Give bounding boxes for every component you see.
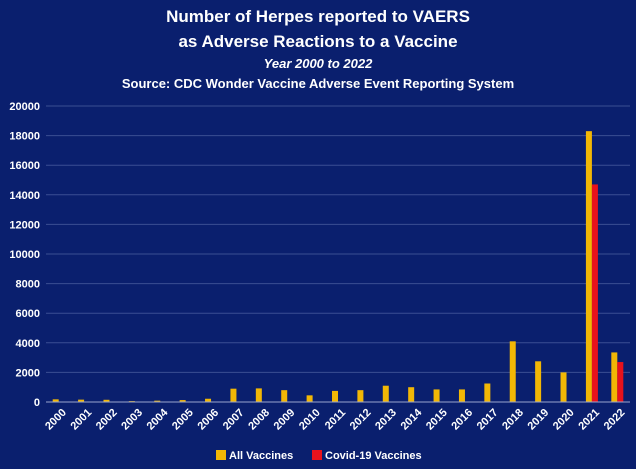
x-tick-label: 2022 (602, 407, 628, 433)
bar-all-vaccines-2006 (205, 398, 212, 402)
bar-all-vaccines-2018 (509, 341, 516, 402)
bar-all-vaccines-2010 (306, 395, 313, 402)
x-tick-label: 2003 (119, 407, 145, 433)
y-tick-label: 0 (34, 397, 40, 409)
legend-swatch-all-vaccines (216, 450, 226, 460)
bar-all-vaccines-2005 (179, 400, 186, 402)
legend-label-all-vaccines: All Vaccines (229, 450, 293, 462)
x-tick-label: 2013 (373, 407, 399, 433)
bar-all-vaccines-2004 (154, 400, 161, 402)
bar-all-vaccines-2012 (357, 390, 364, 402)
legend: All Vaccines Covid-19 Vaccines (216, 450, 422, 462)
bar-all-vaccines-2022 (611, 352, 618, 402)
x-tick-label: 2006 (195, 407, 221, 433)
bar-all-vaccines-2002 (103, 399, 110, 402)
y-tick-label: 18000 (9, 131, 40, 143)
x-tick-label: 2020 (551, 407, 577, 433)
x-tick-label: 2014 (399, 406, 425, 432)
x-tick-label: 2000 (43, 407, 69, 433)
bar-covid-19-vaccines-2021 (591, 184, 598, 402)
x-tick-label: 2010 (297, 407, 323, 433)
y-tick-label: 10000 (9, 249, 40, 261)
bar-covid-19-vaccines-2022 (617, 362, 624, 402)
bar-all-vaccines-2015 (433, 389, 440, 402)
chart-title-line1: Number of Herpes reported to VAERS (166, 7, 470, 26)
bar-all-vaccines-2017 (484, 383, 491, 402)
x-tick-label: 2017 (475, 407, 501, 433)
bars (52, 131, 624, 402)
y-tick-label: 16000 (9, 160, 40, 172)
x-tick-label: 2015 (424, 407, 450, 433)
bar-all-vaccines-2007 (230, 388, 237, 402)
y-tick-label: 12000 (9, 219, 40, 231)
bar-all-vaccines-2001 (78, 399, 85, 402)
bar-all-vaccines-2014 (408, 387, 415, 402)
y-tick-label: 6000 (16, 308, 40, 320)
chart-source: Source: CDC Wonder Vaccine Adverse Event… (122, 76, 514, 91)
y-tick-label: 20000 (9, 101, 40, 113)
bar-all-vaccines-2013 (382, 385, 389, 402)
y-axis-ticks: 0 2000 4000 6000 8000 10000 12000 14000 16000 180… (9, 101, 40, 409)
bar-all-vaccines-2011 (332, 390, 338, 402)
x-tick-label: 2009 (272, 407, 298, 433)
x-tick-label: 2019 (526, 407, 552, 433)
gridlines (46, 105, 630, 373)
legend-label-covid-19-vaccines: Covid-19 Vaccines (325, 450, 422, 462)
x-tick-label: 2021 (576, 407, 602, 433)
x-tick-label: 2016 (449, 407, 475, 433)
bar-all-vaccines-2019 (535, 361, 542, 402)
x-tick-label: 2012 (348, 407, 374, 433)
bar-all-vaccines-2008 (255, 388, 262, 402)
y-tick-label: 14000 (9, 190, 40, 202)
x-tick-label: 2002 (94, 407, 120, 433)
bar-all-vaccines-2021 (585, 131, 592, 402)
x-tick-label: 2004 (145, 406, 171, 432)
x-tick-label: 2011 (323, 407, 348, 432)
chart-title-line2: as Adverse Reactions to a Vaccine (178, 32, 457, 51)
y-tick-label: 4000 (16, 338, 40, 350)
x-tick-label: 2001 (69, 407, 95, 433)
y-tick-label: 8000 (16, 279, 40, 291)
legend-swatch-covid-19-vaccines (312, 450, 322, 460)
bar-all-vaccines-2016 (458, 389, 465, 402)
bar-all-vaccines-2000 (52, 399, 59, 402)
x-tick-label: 2005 (170, 407, 196, 433)
x-tick-label: 2007 (221, 407, 247, 433)
bar-all-vaccines-2020 (560, 372, 567, 402)
x-tick-label: 2018 (500, 407, 526, 433)
chart-subtitle: Year 2000 to 2022 (264, 56, 373, 71)
x-tick-label: 2008 (246, 407, 272, 433)
x-axis-ticks: 2000 2001 2002 2003 2004 2005 2006 2007 2008 2009… (43, 406, 627, 432)
bar-all-vaccines-2009 (281, 390, 288, 402)
y-tick-label: 2000 (16, 367, 40, 379)
